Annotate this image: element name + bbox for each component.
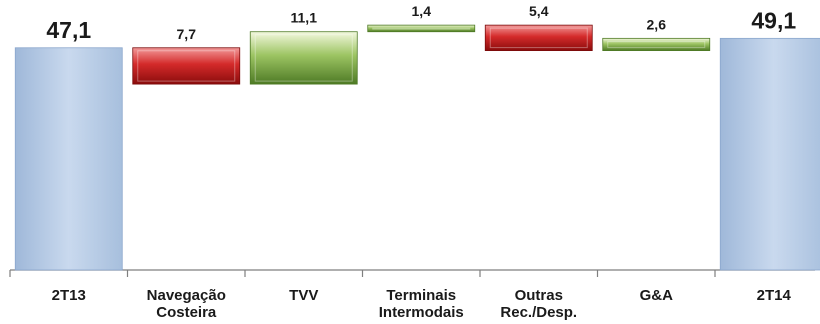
decrease-bar-bevel	[489, 27, 588, 49]
increase-bar-bevel	[607, 40, 706, 49]
increase-bar	[367, 24, 476, 33]
increase-bar	[602, 37, 711, 52]
decrease-bar	[132, 47, 241, 85]
data-label: 47,1	[46, 17, 91, 43]
category-label: 2T13	[52, 287, 86, 304]
data-label: 49,1	[751, 7, 796, 33]
total-bar	[719, 37, 820, 271]
data-label: 5,4	[529, 3, 549, 19]
category-label: G&A	[640, 287, 674, 304]
increase-bar	[249, 31, 358, 85]
category-label: Navegação Costeira	[147, 287, 226, 321]
increase-bar-bevel	[372, 27, 471, 30]
total-bar	[14, 47, 123, 271]
category-label: Terminais Intermodais	[379, 287, 464, 321]
category-label: TVV	[289, 287, 318, 304]
category-label: 2T14	[757, 287, 792, 304]
data-label: 7,7	[177, 26, 197, 42]
data-label: 2,6	[647, 16, 667, 32]
decrease-bar-bevel	[137, 50, 236, 82]
category-label: Outras Rec./Desp.	[500, 287, 577, 321]
increase-bar-bevel	[254, 34, 353, 82]
data-label: 11,1	[291, 10, 318, 26]
data-label: 1,4	[412, 3, 432, 19]
decrease-bar	[484, 24, 593, 52]
